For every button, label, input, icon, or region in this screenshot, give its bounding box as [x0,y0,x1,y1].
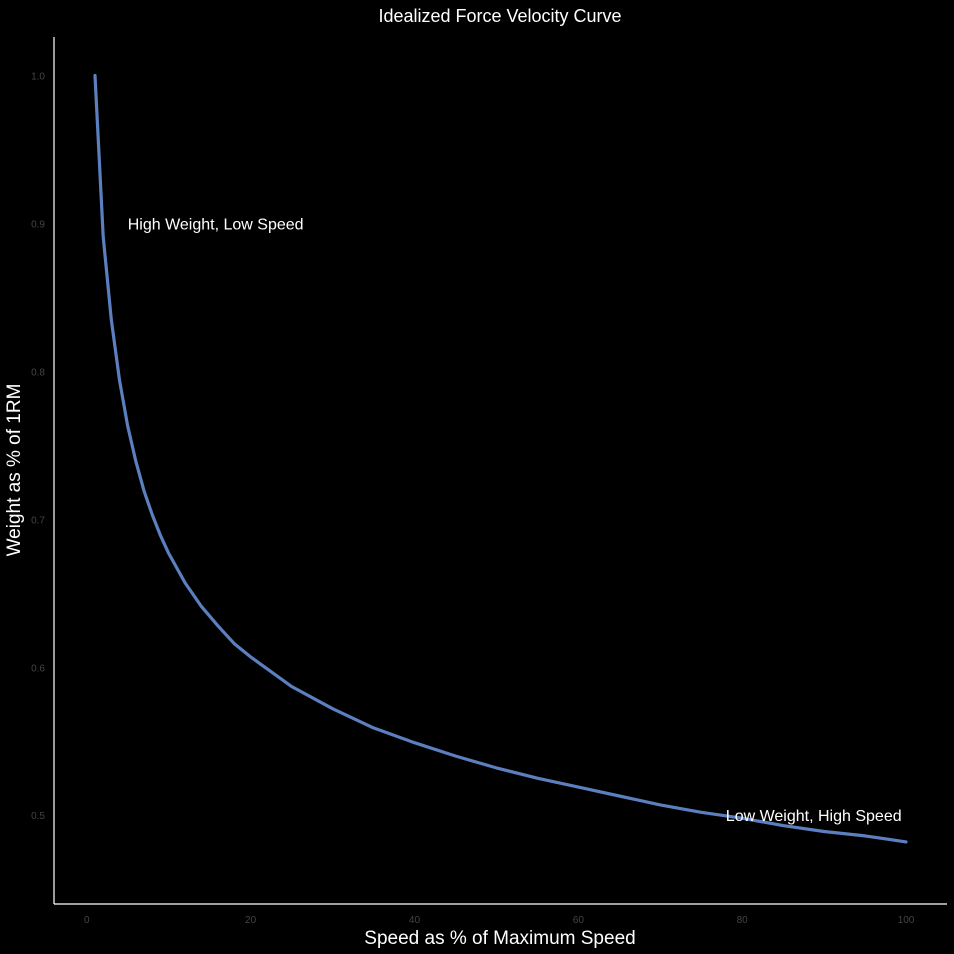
annotation-layer: High Weight, Low Speed Low Weight, High S… [128,216,902,825]
x-tick-label: 80 [737,915,749,926]
x-tick-label: 100 [898,915,915,926]
chart-title: Idealized Force Velocity Curve [378,6,621,26]
y-tick-label: 0.6 [31,663,45,674]
y-tick-label: 0.5 [31,811,45,822]
x-tick-label: 60 [573,915,585,926]
y-tick-label: 0.8 [31,367,45,378]
annotation-label: High Weight, Low Speed [128,216,304,233]
x-axis-label: Speed as % of Maximum Speed [364,928,635,949]
y-tick-label: 0.9 [31,219,45,230]
annotation-label: Low Weight, High Speed [726,808,902,825]
y-axis-label: Weight as % of 1RM [4,384,25,557]
y-tick-label: 0.7 [31,515,45,526]
series-line [93,73,908,844]
x-tick-label: 0 [84,915,90,926]
x-tick-label: 20 [245,915,257,926]
x-tick-label: 40 [409,915,421,926]
y-tick-label: 1.0 [31,71,45,82]
series-layer [93,73,908,844]
x-tick-labels: 0 20 40 60 80 100 [84,915,915,926]
y-tick-labels: 0.5 0.6 0.7 0.8 0.9 1.0 [31,71,45,822]
